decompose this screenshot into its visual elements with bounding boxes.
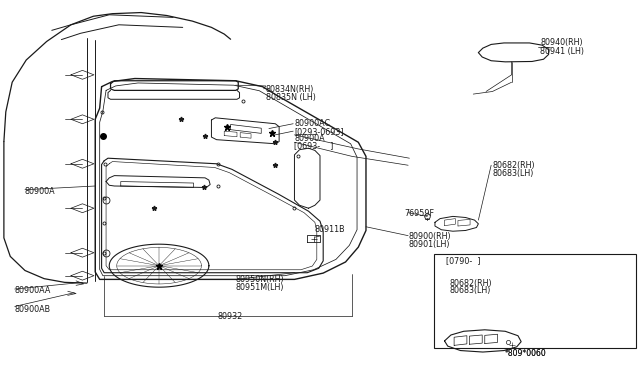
Text: 80900(RH): 80900(RH) bbox=[408, 232, 451, 241]
Text: [0790-  ]: [0790- ] bbox=[447, 256, 481, 265]
Text: *809*0060: *809*0060 bbox=[505, 349, 547, 358]
Text: 80900AC: 80900AC bbox=[294, 119, 331, 128]
Text: 80682(RH): 80682(RH) bbox=[492, 161, 535, 170]
Text: 80900A: 80900A bbox=[25, 187, 56, 196]
Text: *809*0060: *809*0060 bbox=[505, 349, 547, 358]
Text: [0693-    ]: [0693- ] bbox=[294, 141, 334, 151]
Bar bbox=[434, 254, 636, 348]
Text: 80900A: 80900A bbox=[294, 134, 325, 143]
Text: 80834N(RH): 80834N(RH) bbox=[266, 85, 314, 94]
Text: 76959F: 76959F bbox=[404, 209, 435, 218]
Text: 80940(RH): 80940(RH) bbox=[540, 38, 583, 47]
Text: 80941 (LH): 80941 (LH) bbox=[540, 47, 584, 56]
Text: 80683(LH): 80683(LH) bbox=[450, 286, 491, 295]
Text: 80932: 80932 bbox=[218, 312, 243, 321]
Text: 80901(LH): 80901(LH) bbox=[408, 240, 450, 249]
Text: [0293-0693]: [0293-0693] bbox=[294, 126, 344, 136]
Text: 80900AB: 80900AB bbox=[15, 305, 51, 314]
Text: 80835N (LH): 80835N (LH) bbox=[266, 93, 316, 102]
Text: 80683(LH): 80683(LH) bbox=[492, 169, 534, 178]
Text: 80900AA: 80900AA bbox=[15, 286, 51, 295]
Text: 80911B: 80911B bbox=[315, 225, 346, 234]
Text: 80951M(LH): 80951M(LH) bbox=[236, 283, 284, 292]
Text: 80682(RH): 80682(RH) bbox=[450, 279, 492, 288]
Text: 80950N(RH): 80950N(RH) bbox=[236, 275, 284, 284]
